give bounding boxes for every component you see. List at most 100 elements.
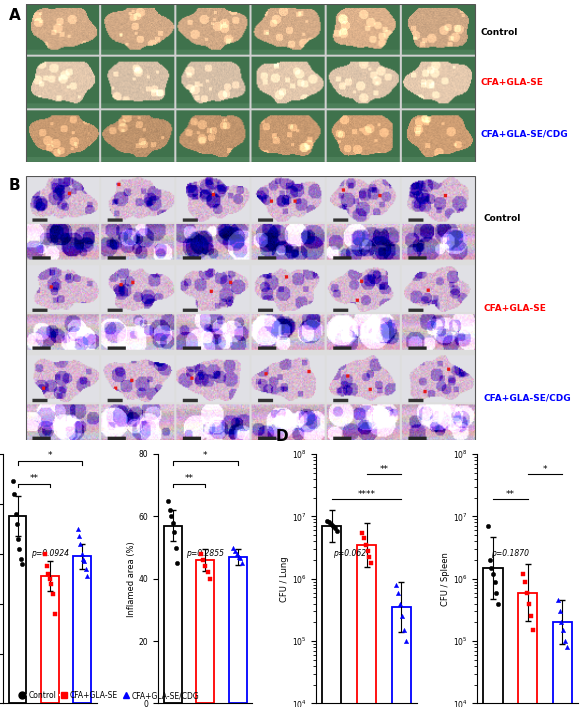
Point bbox=[15, 543, 24, 554]
Point bbox=[200, 561, 210, 572]
Point bbox=[170, 526, 179, 537]
Point bbox=[80, 556, 89, 567]
Bar bbox=[392, 607, 411, 707]
Point bbox=[489, 568, 498, 580]
Point bbox=[493, 598, 503, 609]
Point bbox=[10, 489, 19, 500]
Point bbox=[401, 636, 411, 647]
Point bbox=[78, 553, 88, 564]
Point bbox=[11, 508, 20, 520]
Point bbox=[48, 588, 58, 600]
Bar bbox=[229, 557, 246, 703]
Bar bbox=[9, 516, 26, 703]
Point bbox=[326, 518, 335, 530]
Point bbox=[50, 608, 59, 619]
Text: CFA+GLA-SE/CDG: CFA+GLA-SE/CDG bbox=[483, 394, 571, 403]
Point bbox=[167, 510, 176, 522]
Point bbox=[12, 518, 21, 530]
Point bbox=[83, 571, 92, 582]
Point bbox=[396, 598, 405, 609]
Point bbox=[228, 542, 238, 553]
Point bbox=[526, 611, 535, 622]
Point bbox=[8, 476, 17, 487]
Point bbox=[164, 495, 173, 506]
Text: CFA+GLA-SE/CDG: CFA+GLA-SE/CDG bbox=[480, 129, 568, 139]
Point bbox=[171, 542, 181, 553]
Point bbox=[196, 548, 205, 559]
Point bbox=[322, 515, 332, 527]
Point bbox=[483, 520, 493, 532]
Text: ****: **** bbox=[357, 490, 375, 498]
Point bbox=[17, 558, 27, 569]
Text: Control: Control bbox=[480, 28, 518, 37]
Point bbox=[555, 606, 564, 617]
Point bbox=[562, 641, 572, 653]
Point bbox=[168, 517, 177, 528]
Point bbox=[232, 548, 242, 559]
Text: Control: Control bbox=[483, 214, 521, 223]
Point bbox=[74, 531, 84, 542]
Point bbox=[363, 545, 372, 556]
Point bbox=[205, 573, 214, 585]
Point bbox=[238, 557, 247, 568]
Point bbox=[42, 561, 52, 572]
Text: *: * bbox=[48, 451, 52, 460]
Point bbox=[41, 548, 50, 559]
Point bbox=[524, 598, 533, 609]
Point bbox=[198, 554, 207, 566]
Text: CFA+GLA-SE: CFA+GLA-SE bbox=[480, 78, 543, 88]
Text: **: ** bbox=[379, 464, 389, 474]
Point bbox=[365, 551, 374, 563]
Text: **: ** bbox=[185, 474, 193, 483]
Point bbox=[361, 539, 370, 551]
Text: *: * bbox=[203, 451, 207, 460]
Bar bbox=[41, 576, 59, 703]
Point bbox=[165, 504, 174, 515]
Point bbox=[236, 553, 245, 564]
Bar bbox=[164, 526, 182, 703]
Point bbox=[528, 624, 537, 636]
Point bbox=[490, 576, 499, 588]
Point bbox=[332, 525, 342, 537]
Text: **: ** bbox=[29, 474, 38, 483]
Point bbox=[522, 587, 532, 598]
Bar bbox=[357, 545, 376, 707]
Point bbox=[173, 557, 182, 568]
Text: p=0.062: p=0.062 bbox=[333, 549, 366, 559]
Y-axis label: CFU / Spleen: CFU / Spleen bbox=[441, 551, 450, 606]
Text: B: B bbox=[9, 178, 20, 194]
Bar bbox=[483, 568, 503, 707]
Point bbox=[16, 553, 26, 564]
Point bbox=[324, 517, 333, 528]
Point bbox=[330, 522, 339, 534]
Point bbox=[328, 520, 338, 532]
Point bbox=[230, 545, 239, 556]
Point bbox=[13, 533, 23, 544]
Point bbox=[76, 538, 85, 549]
Point bbox=[357, 527, 367, 538]
Point bbox=[394, 587, 403, 598]
Point bbox=[44, 568, 53, 579]
Point bbox=[81, 563, 90, 574]
Point bbox=[73, 523, 83, 534]
Text: p=0.2855: p=0.2855 bbox=[187, 549, 224, 559]
Y-axis label: Inflamed area (%): Inflamed area (%) bbox=[127, 541, 136, 617]
Point bbox=[367, 557, 376, 568]
Point bbox=[397, 611, 407, 622]
Point bbox=[487, 562, 496, 573]
Text: p=0.0924: p=0.0924 bbox=[31, 549, 69, 559]
Point bbox=[559, 624, 568, 636]
Text: p=0.1870: p=0.1870 bbox=[492, 549, 529, 559]
Point bbox=[492, 587, 501, 598]
Text: CFA+GLA-SE: CFA+GLA-SE bbox=[483, 303, 546, 312]
Point bbox=[553, 595, 562, 606]
Point bbox=[45, 573, 55, 585]
Text: *: * bbox=[543, 464, 547, 474]
Point bbox=[234, 551, 243, 563]
Point bbox=[557, 617, 566, 628]
Text: D: D bbox=[276, 429, 289, 444]
Point bbox=[47, 578, 56, 590]
Point bbox=[77, 548, 87, 559]
Point bbox=[392, 579, 401, 590]
Point bbox=[561, 636, 570, 647]
